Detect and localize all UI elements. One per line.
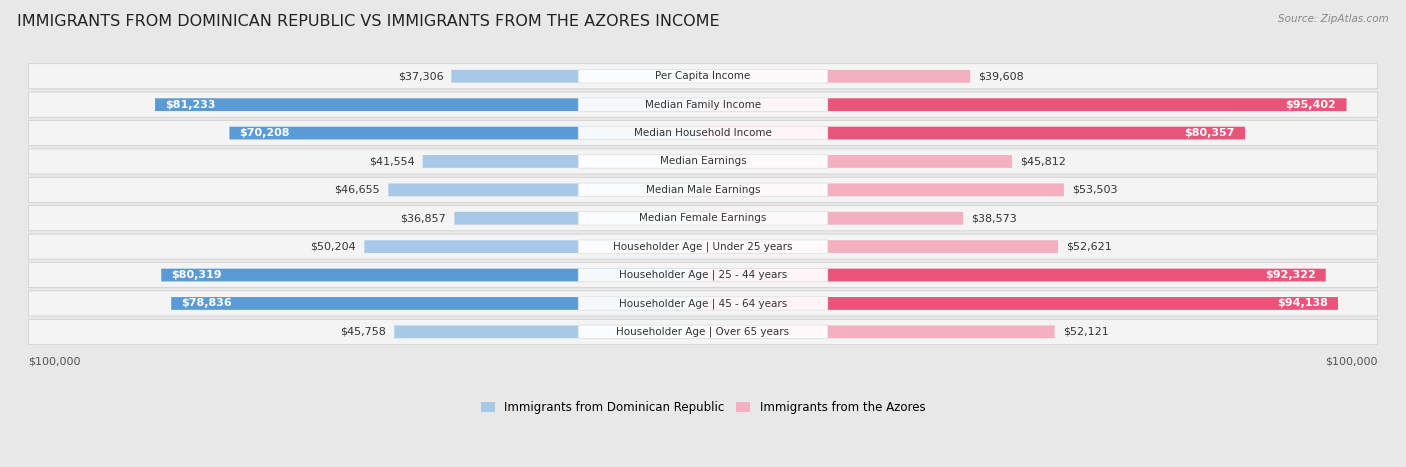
Text: Median Earnings: Median Earnings — [659, 156, 747, 166]
Text: $53,503: $53,503 — [1071, 185, 1118, 195]
Legend: Immigrants from Dominican Republic, Immigrants from the Azores: Immigrants from Dominican Republic, Immi… — [475, 396, 931, 419]
FancyBboxPatch shape — [703, 98, 1347, 111]
FancyBboxPatch shape — [172, 297, 703, 310]
FancyBboxPatch shape — [423, 155, 703, 168]
Text: $46,655: $46,655 — [335, 185, 380, 195]
Text: $80,357: $80,357 — [1184, 128, 1234, 138]
FancyBboxPatch shape — [28, 291, 1378, 316]
Text: $80,319: $80,319 — [172, 270, 222, 280]
Text: $81,233: $81,233 — [165, 99, 215, 110]
FancyBboxPatch shape — [578, 297, 828, 310]
FancyBboxPatch shape — [578, 212, 828, 225]
FancyBboxPatch shape — [578, 269, 828, 282]
FancyBboxPatch shape — [578, 325, 828, 339]
FancyBboxPatch shape — [28, 262, 1378, 288]
FancyBboxPatch shape — [451, 70, 703, 83]
Text: $95,402: $95,402 — [1285, 99, 1336, 110]
FancyBboxPatch shape — [578, 70, 828, 83]
Text: $37,306: $37,306 — [398, 71, 443, 81]
FancyBboxPatch shape — [703, 325, 1054, 338]
FancyBboxPatch shape — [703, 70, 970, 83]
FancyBboxPatch shape — [703, 297, 1339, 310]
Text: Householder Age | 45 - 64 years: Householder Age | 45 - 64 years — [619, 298, 787, 309]
FancyBboxPatch shape — [28, 205, 1378, 231]
Text: $100,000: $100,000 — [1324, 356, 1378, 367]
Text: $41,554: $41,554 — [368, 156, 415, 166]
Text: $92,322: $92,322 — [1265, 270, 1316, 280]
FancyBboxPatch shape — [703, 269, 1326, 282]
FancyBboxPatch shape — [229, 127, 703, 140]
FancyBboxPatch shape — [578, 240, 828, 254]
FancyBboxPatch shape — [703, 240, 1057, 253]
Text: Householder Age | 25 - 44 years: Householder Age | 25 - 44 years — [619, 270, 787, 280]
FancyBboxPatch shape — [28, 120, 1378, 146]
Text: Per Capita Income: Per Capita Income — [655, 71, 751, 81]
Text: IMMIGRANTS FROM DOMINICAN REPUBLIC VS IMMIGRANTS FROM THE AZORES INCOME: IMMIGRANTS FROM DOMINICAN REPUBLIC VS IM… — [17, 14, 720, 29]
FancyBboxPatch shape — [578, 98, 828, 112]
FancyBboxPatch shape — [703, 184, 1064, 196]
FancyBboxPatch shape — [388, 184, 703, 196]
Text: $52,621: $52,621 — [1066, 241, 1112, 252]
Text: $45,758: $45,758 — [340, 327, 387, 337]
Text: $50,204: $50,204 — [311, 241, 356, 252]
FancyBboxPatch shape — [28, 234, 1378, 259]
FancyBboxPatch shape — [703, 127, 1246, 140]
Text: Median Family Income: Median Family Income — [645, 99, 761, 110]
Text: $100,000: $100,000 — [28, 356, 82, 367]
FancyBboxPatch shape — [703, 212, 963, 225]
FancyBboxPatch shape — [578, 155, 828, 168]
FancyBboxPatch shape — [28, 177, 1378, 202]
Text: $94,138: $94,138 — [1277, 298, 1327, 308]
Text: Median Female Earnings: Median Female Earnings — [640, 213, 766, 223]
FancyBboxPatch shape — [28, 319, 1378, 344]
Text: $36,857: $36,857 — [401, 213, 446, 223]
Text: $38,573: $38,573 — [972, 213, 1017, 223]
Text: Householder Age | Under 25 years: Householder Age | Under 25 years — [613, 241, 793, 252]
FancyBboxPatch shape — [578, 127, 828, 140]
Text: $45,812: $45,812 — [1021, 156, 1066, 166]
Text: $39,608: $39,608 — [979, 71, 1024, 81]
FancyBboxPatch shape — [454, 212, 703, 225]
Text: Householder Age | Over 65 years: Householder Age | Over 65 years — [616, 326, 790, 337]
FancyBboxPatch shape — [578, 183, 828, 197]
FancyBboxPatch shape — [394, 325, 703, 338]
FancyBboxPatch shape — [28, 92, 1378, 117]
FancyBboxPatch shape — [155, 98, 703, 111]
Text: $70,208: $70,208 — [239, 128, 290, 138]
FancyBboxPatch shape — [364, 240, 703, 253]
FancyBboxPatch shape — [703, 155, 1012, 168]
Text: Source: ZipAtlas.com: Source: ZipAtlas.com — [1278, 14, 1389, 24]
Text: $52,121: $52,121 — [1063, 327, 1108, 337]
Text: $78,836: $78,836 — [181, 298, 232, 308]
FancyBboxPatch shape — [28, 64, 1378, 89]
FancyBboxPatch shape — [162, 269, 703, 282]
Text: Median Household Income: Median Household Income — [634, 128, 772, 138]
FancyBboxPatch shape — [28, 149, 1378, 174]
Text: Median Male Earnings: Median Male Earnings — [645, 185, 761, 195]
